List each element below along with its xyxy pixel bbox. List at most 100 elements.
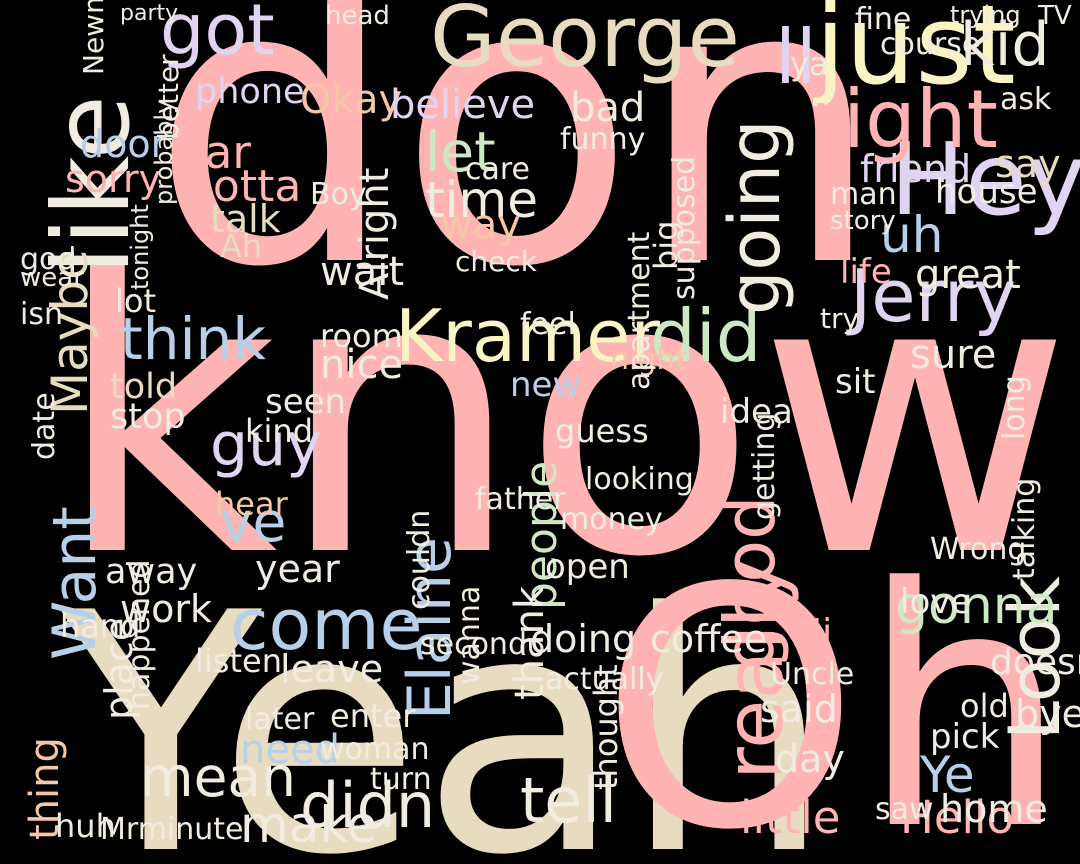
word: bye bbox=[1015, 692, 1080, 736]
word: pick bbox=[930, 717, 1000, 757]
word: car bbox=[180, 126, 251, 179]
word: didn bbox=[300, 769, 436, 842]
word: seen bbox=[265, 382, 347, 422]
word: isn bbox=[20, 297, 63, 332]
word: wait bbox=[320, 249, 405, 295]
word: guess bbox=[555, 412, 649, 450]
word: party bbox=[120, 1, 179, 26]
word: Oh bbox=[600, 518, 1069, 864]
word: turn bbox=[370, 762, 432, 797]
word: away bbox=[105, 552, 198, 592]
word: actually bbox=[545, 662, 664, 697]
word: bad bbox=[570, 85, 646, 131]
word: sit bbox=[835, 362, 876, 402]
word: Newman bbox=[77, 0, 110, 75]
word: sure bbox=[910, 332, 997, 378]
word: need bbox=[240, 727, 340, 773]
word: kid bbox=[960, 10, 1050, 80]
word: Wrong bbox=[930, 532, 1027, 567]
word: man bbox=[830, 177, 897, 212]
word: god bbox=[20, 242, 77, 277]
word: Kramer bbox=[395, 294, 660, 378]
word: wear bbox=[20, 263, 84, 293]
word: huh bbox=[55, 807, 116, 845]
word: idea bbox=[720, 392, 793, 432]
word: Ye bbox=[920, 746, 975, 804]
word: date bbox=[27, 392, 62, 460]
word: work bbox=[120, 587, 212, 631]
word: guy bbox=[210, 410, 322, 480]
word: tonight bbox=[126, 204, 154, 290]
word: Uncle bbox=[770, 657, 855, 692]
word: course bbox=[880, 27, 981, 62]
word: talking bbox=[1007, 477, 1042, 580]
word: try bbox=[820, 302, 860, 335]
word: uh bbox=[880, 206, 944, 264]
word: ve bbox=[220, 490, 287, 554]
word: phone bbox=[195, 72, 305, 112]
word: big bbox=[647, 220, 685, 270]
word: sorry bbox=[65, 157, 162, 201]
word: let bbox=[425, 120, 496, 184]
word: gonna bbox=[895, 576, 1058, 636]
word: ya bbox=[790, 45, 829, 83]
word: ask bbox=[1000, 82, 1052, 117]
word: did bbox=[650, 294, 762, 378]
word: Jerry bbox=[850, 254, 1017, 338]
word: year bbox=[255, 547, 340, 591]
word: little bbox=[740, 791, 841, 844]
word: day bbox=[775, 737, 845, 781]
word: got bbox=[160, 0, 275, 71]
word: told bbox=[110, 367, 178, 407]
word: long bbox=[997, 375, 1032, 440]
word: leave bbox=[280, 647, 384, 691]
word: lot bbox=[115, 282, 157, 320]
word: house bbox=[935, 172, 1038, 212]
word: head bbox=[325, 1, 390, 31]
word: TV bbox=[1038, 1, 1072, 31]
word: doing bbox=[530, 617, 637, 661]
word: new bbox=[510, 365, 581, 405]
word: Mrminute bbox=[100, 812, 244, 847]
word: getting bbox=[747, 412, 782, 520]
word: night bbox=[610, 342, 688, 377]
word: door bbox=[80, 122, 167, 166]
word: talk bbox=[210, 197, 281, 241]
word: way bbox=[440, 202, 521, 248]
word: home bbox=[940, 787, 1048, 831]
word: trying bbox=[950, 1, 1021, 29]
word: hand bbox=[60, 607, 141, 645]
word: story bbox=[830, 206, 896, 236]
word: don bbox=[150, 0, 884, 352]
word: George bbox=[430, 0, 740, 87]
word: stop bbox=[110, 397, 186, 437]
word: old bbox=[960, 687, 1009, 725]
word: father bbox=[475, 482, 566, 517]
word: funny bbox=[560, 122, 646, 157]
word: room bbox=[320, 317, 403, 355]
word: listen bbox=[195, 642, 282, 680]
word: just bbox=[815, 0, 1016, 109]
word: think bbox=[120, 305, 266, 373]
word: going bbox=[714, 119, 796, 315]
word: great bbox=[915, 252, 1021, 298]
word: later bbox=[245, 702, 315, 737]
word: saw bbox=[875, 792, 934, 827]
word: make bbox=[240, 796, 378, 854]
word: believe bbox=[390, 82, 536, 128]
word: Hey bbox=[890, 121, 1080, 238]
word: care bbox=[465, 152, 531, 187]
word: time bbox=[425, 171, 538, 229]
word: doesn bbox=[990, 642, 1080, 683]
word: money bbox=[560, 502, 663, 537]
word: enter bbox=[330, 697, 416, 735]
word: second bbox=[420, 627, 527, 662]
word: open bbox=[545, 547, 630, 587]
word: life bbox=[840, 252, 892, 292]
word: gotta bbox=[185, 161, 302, 212]
word: Alright bbox=[352, 167, 398, 300]
word: fine bbox=[855, 2, 912, 37]
word: hear bbox=[215, 485, 288, 523]
word: come bbox=[230, 584, 423, 666]
